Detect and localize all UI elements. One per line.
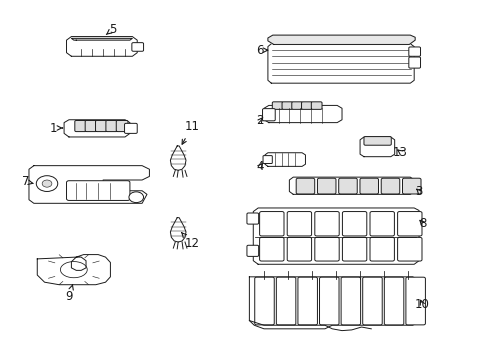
Polygon shape	[249, 277, 418, 329]
FancyBboxPatch shape	[369, 212, 394, 236]
FancyBboxPatch shape	[402, 178, 420, 194]
FancyBboxPatch shape	[319, 277, 338, 325]
FancyBboxPatch shape	[397, 212, 421, 236]
Polygon shape	[267, 35, 414, 44]
FancyBboxPatch shape	[116, 121, 128, 132]
Circle shape	[36, 176, 58, 192]
Polygon shape	[253, 208, 418, 264]
FancyBboxPatch shape	[95, 121, 107, 132]
FancyBboxPatch shape	[75, 121, 86, 132]
FancyBboxPatch shape	[246, 245, 258, 256]
Text: 8: 8	[418, 216, 426, 230]
FancyBboxPatch shape	[314, 237, 339, 261]
FancyBboxPatch shape	[132, 42, 143, 51]
FancyBboxPatch shape	[408, 57, 420, 68]
Polygon shape	[66, 37, 137, 56]
FancyBboxPatch shape	[342, 212, 366, 236]
Polygon shape	[29, 166, 149, 203]
FancyBboxPatch shape	[263, 156, 272, 163]
Text: 10: 10	[414, 298, 429, 311]
Polygon shape	[264, 153, 305, 166]
FancyBboxPatch shape	[301, 102, 312, 109]
FancyBboxPatch shape	[296, 178, 314, 194]
Text: 9: 9	[65, 284, 73, 303]
Text: 11: 11	[182, 121, 199, 144]
FancyBboxPatch shape	[381, 178, 399, 194]
FancyBboxPatch shape	[282, 102, 292, 109]
FancyBboxPatch shape	[297, 277, 317, 325]
FancyBboxPatch shape	[291, 102, 302, 109]
Circle shape	[129, 192, 143, 203]
Polygon shape	[170, 146, 185, 170]
Text: 6: 6	[256, 44, 267, 57]
FancyBboxPatch shape	[106, 121, 117, 132]
Text: 12: 12	[181, 233, 199, 250]
FancyBboxPatch shape	[276, 277, 295, 325]
FancyBboxPatch shape	[262, 109, 275, 121]
FancyBboxPatch shape	[397, 237, 421, 261]
FancyBboxPatch shape	[259, 237, 284, 261]
FancyBboxPatch shape	[286, 237, 311, 261]
FancyBboxPatch shape	[341, 277, 360, 325]
FancyBboxPatch shape	[362, 277, 382, 325]
FancyBboxPatch shape	[311, 102, 322, 109]
FancyBboxPatch shape	[342, 237, 366, 261]
FancyBboxPatch shape	[85, 121, 97, 132]
Text: 3: 3	[414, 185, 422, 198]
FancyBboxPatch shape	[254, 277, 274, 325]
Text: 13: 13	[392, 145, 407, 158]
FancyBboxPatch shape	[66, 181, 130, 201]
FancyBboxPatch shape	[272, 102, 283, 109]
Text: 5: 5	[106, 23, 116, 36]
FancyBboxPatch shape	[408, 47, 420, 56]
FancyBboxPatch shape	[405, 277, 425, 325]
Polygon shape	[37, 255, 110, 285]
Text: 4: 4	[256, 160, 264, 173]
Polygon shape	[64, 120, 130, 137]
FancyBboxPatch shape	[246, 213, 258, 224]
Polygon shape	[170, 218, 185, 242]
Polygon shape	[359, 137, 394, 157]
Polygon shape	[71, 39, 132, 40]
Polygon shape	[289, 177, 413, 194]
FancyBboxPatch shape	[259, 212, 284, 236]
Text: 1: 1	[49, 122, 62, 135]
FancyBboxPatch shape	[317, 178, 335, 194]
Text: 2: 2	[256, 114, 264, 127]
FancyBboxPatch shape	[363, 136, 390, 145]
FancyBboxPatch shape	[359, 178, 378, 194]
FancyBboxPatch shape	[338, 178, 357, 194]
Text: 7: 7	[22, 175, 33, 188]
Polygon shape	[264, 105, 341, 123]
FancyBboxPatch shape	[124, 123, 137, 134]
FancyBboxPatch shape	[384, 277, 403, 325]
Polygon shape	[267, 44, 413, 83]
FancyBboxPatch shape	[286, 212, 311, 236]
FancyBboxPatch shape	[369, 237, 394, 261]
Circle shape	[42, 180, 52, 187]
FancyBboxPatch shape	[314, 212, 339, 236]
